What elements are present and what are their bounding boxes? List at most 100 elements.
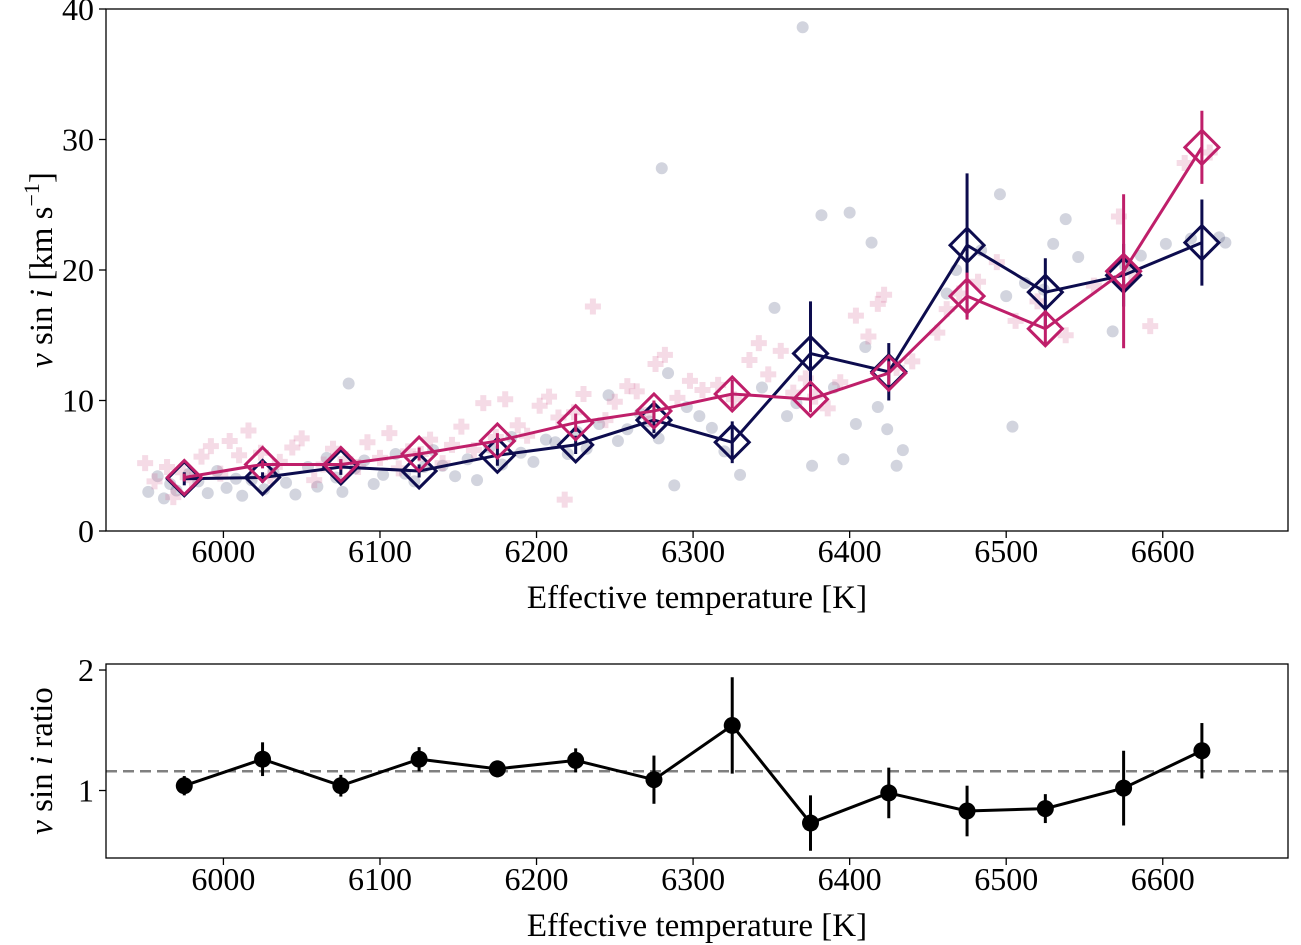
scatter-point-plus-62: [797, 370, 814, 387]
scatter-point-plus-58: [750, 335, 767, 352]
scatter-point-plus-34: [487, 429, 504, 446]
bottom-x-tick-label-6500: 6500: [974, 861, 1038, 897]
top-x-tick-label-6400: 6400: [818, 533, 882, 569]
scatter-point-plus-35: [497, 391, 514, 408]
bottom-series-layer: [175, 677, 1211, 851]
scatter-point-plus-9: [221, 432, 238, 449]
top-y-tick-label-20: 20: [62, 252, 94, 288]
scatter-point-circle-37: [496, 458, 509, 471]
series-1-marker-4: [478, 436, 517, 475]
scatter-point-circle-86: [1047, 237, 1060, 250]
scatter-point-circle-47: [602, 389, 615, 402]
series-1-marker-3: [399, 451, 439, 491]
top-y-tick-label-0: 0: [78, 513, 94, 549]
bottom-x-tick-label-6400: 6400: [818, 861, 882, 897]
scatter-point-plus-22: [359, 434, 376, 451]
top-y-ticks: 0 10 20 30 40: [62, 0, 106, 549]
scatter-point-circle-15: [280, 476, 293, 489]
scatter-point-plus-60: [772, 342, 789, 359]
scatter-point-plus-25: [390, 460, 407, 477]
scatter-point-plus-37: [519, 427, 536, 444]
scatter-point-circle-40: [527, 455, 540, 468]
scatter-point-plus-66: [847, 307, 864, 324]
scatter-point-plus-33: [475, 395, 492, 412]
scatter-point-plus-72: [929, 324, 946, 341]
scatter-point-plus-30: [443, 436, 460, 453]
scatter-point-plus-2: [159, 459, 176, 476]
series-1-marker-11: [1026, 273, 1065, 312]
series-2-marker-7: [713, 374, 752, 414]
series-1-marker-7: [713, 423, 752, 462]
scatter-point-plus-38: [531, 397, 548, 414]
top-x-axis-label: Effective temperature [K]: [527, 580, 867, 616]
scatter-point-plus-28: [422, 431, 439, 448]
scatter-point-circle-58: [705, 421, 718, 434]
scatter-point-circle-61: [755, 381, 768, 394]
scatter-point-circle-3: [164, 478, 177, 491]
scatter-point-circle-35: [471, 474, 484, 487]
scatter-point-plus-53: [681, 372, 698, 389]
series-2-marker-12: [1104, 252, 1143, 291]
scatter-point-circle-69: [837, 453, 850, 466]
scatter-point-plus-8: [212, 465, 229, 482]
scatter-point-plus-71: [904, 353, 921, 370]
scatter-point-plus-73: [938, 301, 955, 318]
scatter-point-plus-57: [741, 352, 758, 369]
scatter-point-circle-55: [668, 479, 681, 492]
scatter-point-circle-48: [611, 434, 624, 447]
scatter-point-plus-52: [669, 389, 686, 406]
scatter-point-plus-32: [465, 442, 482, 459]
series-2-marker-6: [634, 391, 674, 431]
scatter-point-circle-93: [1184, 232, 1197, 245]
ratio-marker-11: [1036, 800, 1054, 818]
scatter-point-plus-3: [165, 489, 182, 506]
scatter-point-circle-25: [367, 478, 380, 491]
scatter-point-circle-81: [993, 188, 1006, 201]
ratio-line: [183, 723, 1203, 825]
ratio-marker-5: [567, 751, 585, 769]
series-2-marker-3: [399, 434, 439, 474]
bottom-y-tick-label-2: 2: [78, 652, 94, 688]
ratio-marker-6: [645, 771, 663, 789]
scatter-point-plus-26: [400, 443, 417, 460]
scatter-point-plus-24: [381, 425, 398, 442]
scatter-point-plus-46: [606, 393, 623, 410]
scatter-point-circle-2: [157, 492, 170, 505]
ratio-marker-0: [175, 777, 193, 795]
series-2-marker-1: [243, 445, 282, 484]
top-x-ticks: 6000 6100 6200 6300 6400 6500 6600: [191, 531, 1195, 569]
scatter-point-circle-60: [734, 468, 747, 481]
scatter-point-circle-75: [881, 423, 894, 436]
scatter-point-plus-7: [202, 438, 219, 455]
scatter-point-plus-45: [597, 412, 614, 429]
ratio-marker-8: [802, 814, 820, 832]
scatter-point-plus-0: [137, 455, 154, 472]
scatter-point-plus-17: [306, 472, 323, 489]
top-x-tick-label-6600: 6600: [1131, 533, 1195, 569]
series-1-marker-5: [556, 425, 595, 464]
bottom-x-tick-label-6300: 6300: [661, 861, 725, 897]
scatter-point-plus-31: [453, 418, 470, 435]
series-2-marker-2: [321, 445, 360, 484]
ratio-marker-1: [254, 750, 272, 768]
series-2-marker-4: [478, 421, 517, 461]
scatter-point-circle-82: [1000, 290, 1013, 303]
ratio-marker-9: [880, 784, 898, 802]
bottom-y-axis-label: v sin i ratio: [24, 687, 60, 835]
scatter-point-plus-16: [293, 430, 310, 447]
series-1-marker-8: [791, 334, 830, 373]
series-2-marker-8: [791, 380, 830, 419]
scatter-point-plus-83: [1142, 318, 1159, 335]
scatter-point-circle-45: [580, 442, 593, 455]
scatter-point-circle-95: [1219, 236, 1232, 249]
series-2-marker-5: [556, 403, 595, 442]
top-y-axis-label: v sin i [km s−1]: [19, 172, 60, 368]
scatter-point-circle-18: [311, 480, 324, 493]
bottom-panel: 6000 6100 6200 6300 6400 6500 6600 12 Effectiv…: [24, 652, 1289, 944]
scatter-point-circle-66: [806, 459, 819, 472]
scatter-point-plus-69: [876, 286, 893, 303]
scatter-point-circle-33: [449, 470, 462, 483]
ratio-marker-3: [410, 750, 428, 768]
scatter-point-plus-59: [760, 366, 777, 383]
scatter-point-plus-44: [584, 298, 601, 315]
